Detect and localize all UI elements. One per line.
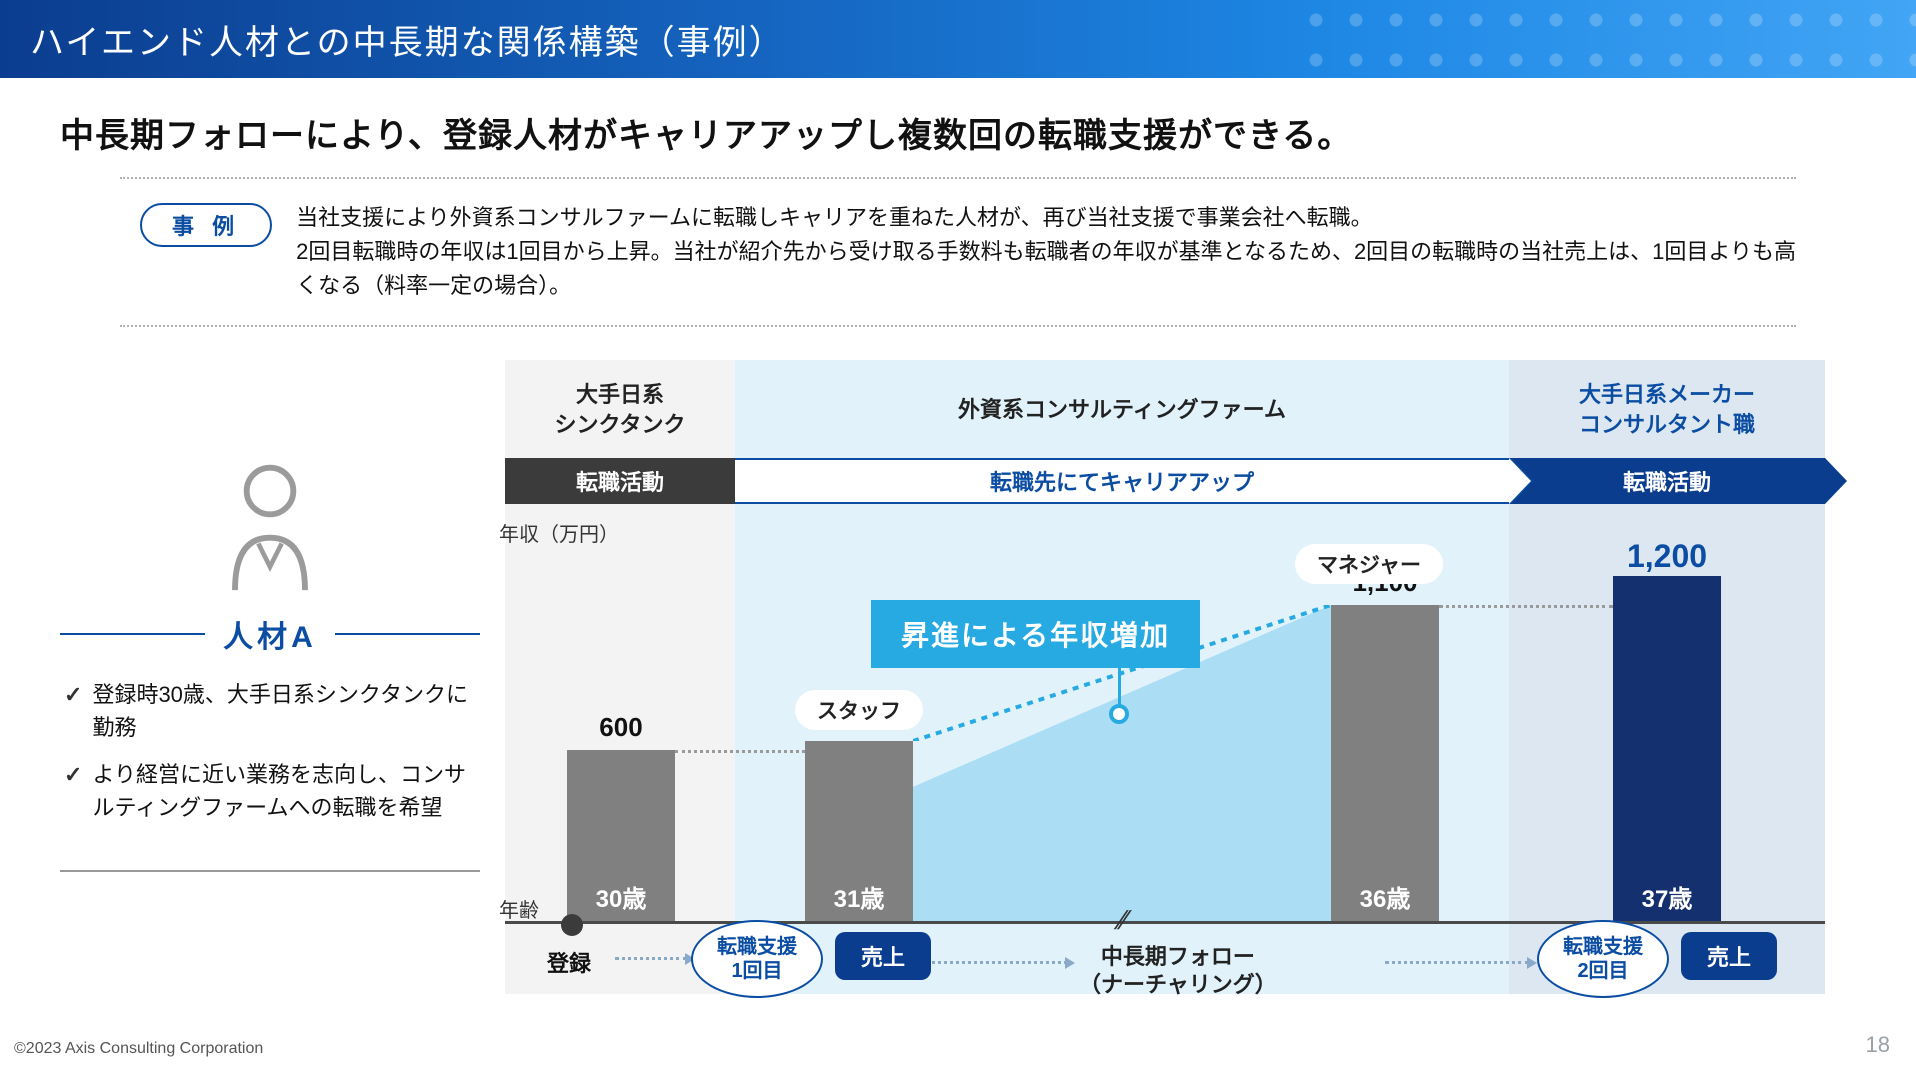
dotted-connector — [675, 750, 805, 753]
persona-name: 人材A — [223, 612, 317, 656]
header-col-2: 外資系コンサルティングファーム — [735, 360, 1509, 460]
phase-row: 転職活動 転職先にてキャリアアップ 転職活動 — [505, 458, 1825, 504]
sales-pill-2: 売上 — [1681, 932, 1777, 980]
divider-bottom — [120, 325, 1796, 327]
register-dot — [561, 914, 583, 936]
page-subtitle: 中長期フォローにより、登録人材がキャリアアップし複数回の転職支援ができる。 — [0, 78, 1916, 177]
phase-1: 転職活動 — [505, 458, 735, 504]
salary-bar-2: 630 31歳 — [805, 741, 913, 924]
bar-value: 600 — [599, 712, 642, 743]
bar-age: 31歳 — [834, 879, 885, 914]
oval-line-1: 転職支援 — [717, 935, 797, 959]
oval-line-2: 1回目 — [731, 959, 782, 983]
header-col-3: 大手日系メーカー コンサルタント職 — [1509, 360, 1825, 460]
persona-underline — [60, 870, 480, 872]
page-number: 18 — [1866, 1032, 1890, 1058]
role-label-manager: マネジャー — [1295, 544, 1443, 584]
callout-stem — [1118, 659, 1121, 709]
callout-dot — [1109, 704, 1129, 724]
nurture-label: 中長期フォロー （ナーチャリング） — [1079, 943, 1277, 1000]
person-icon — [210, 456, 330, 596]
case-row: 事 例 当社支援により外資系コンサルファームに転職しキャリアを重ねた人材が、再び… — [0, 179, 1916, 325]
title-bar: ハイエンド人材との中長期な関係構築（事例） — [0, 0, 1916, 78]
support-oval-2: 転職支援 2回目 — [1537, 920, 1669, 998]
case-text: 当社支援により外資系コンサルファームに転職しキャリアを重ねた人材が、再び当社支援… — [296, 201, 1796, 303]
bar-value: 1,200 — [1627, 538, 1707, 575]
persona-bullet: より経営に近い業務を志向し、コンサルティングファームへの転職を希望 — [64, 758, 476, 824]
bar-age: 30歳 — [596, 879, 647, 914]
oval-line-1: 転職支援 — [1563, 935, 1643, 959]
phase-3: 転職活動 — [1509, 458, 1825, 504]
register-label: 登録 — [547, 946, 591, 978]
nurture-line-1: 中長期フォロー — [1079, 943, 1277, 972]
case-badge: 事 例 — [140, 203, 272, 247]
salary-bar-1: 600 30歳 — [567, 750, 675, 924]
chart-body: 年収（万円） 年齢 600 30歳 630 31歳 1,100 36歳 1,20… — [505, 504, 1825, 994]
bar-age: 36歳 — [1360, 879, 1411, 914]
persona-name-row: 人材A — [60, 612, 480, 656]
chart-headers: 大手日系 シンクタンク 外資系コンサルティングファーム 大手日系メーカー コンサ… — [505, 360, 1825, 460]
flow-arrow — [615, 957, 687, 960]
copyright: ©2023 Axis Consulting Corporation — [14, 1040, 263, 1058]
career-chart: 大手日系 シンクタンク 外資系コンサルティングファーム 大手日系メーカー コンサ… — [505, 360, 1825, 1000]
dotted-connector — [1439, 605, 1613, 608]
page-title: ハイエンド人材との中長期な関係構築（事例） — [30, 15, 785, 64]
bar-age: 37歳 — [1642, 879, 1693, 914]
divider-line — [335, 633, 480, 635]
flow-arrow — [1385, 961, 1529, 964]
nurture-line-2: （ナーチャリング） — [1079, 971, 1277, 1000]
promotion-callout: 昇進による年収増加 — [871, 600, 1200, 668]
age-axis-label: 年齢 — [499, 894, 539, 923]
phase-2: 転職先にてキャリアアップ — [735, 458, 1509, 504]
role-label-staff: スタッフ — [795, 690, 923, 730]
persona-bullets: 登録時30歳、大手日系シンクタンクに勤務 より経営に近い業務を志向し、コンサルテ… — [60, 656, 480, 864]
support-oval-1: 転職支援 1回目 — [691, 920, 823, 998]
salary-bar-4: 1,200 37歳 — [1613, 576, 1721, 924]
oval-line-2: 2回目 — [1577, 959, 1628, 983]
divider-line — [60, 633, 205, 635]
salary-bar-3: 1,100 36歳 — [1331, 605, 1439, 924]
flow-arrow — [925, 961, 1067, 964]
header-col-1: 大手日系 シンクタンク — [505, 360, 735, 460]
persona-panel: 人材A 登録時30歳、大手日系シンクタンクに勤務 より経営に近い業務を志向し、コ… — [60, 456, 480, 872]
y-axis-label: 年収（万円） — [499, 518, 619, 547]
persona-bullet: 登録時30歳、大手日系シンクタンクに勤務 — [64, 678, 476, 744]
bullet-text: より経営に近い業務を志向し、コンサルティングファームへの転職を希望 — [92, 758, 476, 824]
bullet-text: 登録時30歳、大手日系シンクタンクに勤務 — [92, 678, 476, 744]
sales-pill-1: 売上 — [835, 932, 931, 980]
